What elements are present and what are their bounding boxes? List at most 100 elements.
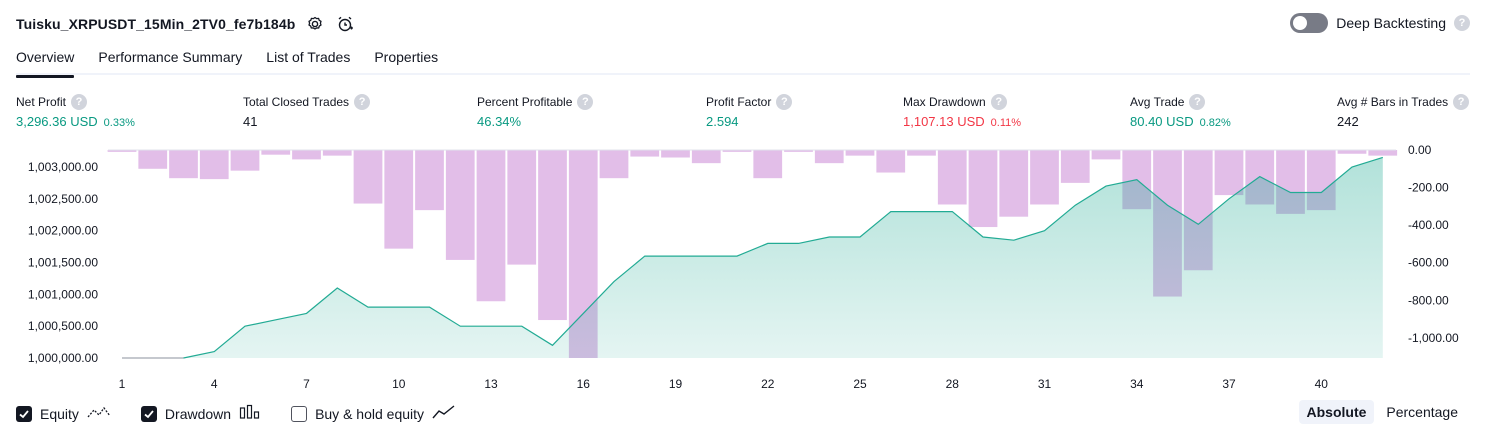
- metric-profit-factor: Profit Factor? 2.594: [706, 94, 793, 129]
- metric-value: 2.594: [706, 114, 739, 129]
- tab-performance-summary[interactable]: Performance Summary: [98, 49, 243, 65]
- legend-label: Drawdown: [164, 405, 232, 422]
- drawdown-bar: [784, 150, 813, 152]
- drawdown-bar: [907, 150, 936, 156]
- metric-value: 3,296.36 USD: [16, 114, 98, 129]
- metric-avg-bars-in-trades: Avg # Bars in Trades? 242: [1337, 94, 1470, 129]
- strategy-title: Tuisku_XRPUSDT_15Min_2TV0_fe7b184b: [16, 16, 296, 32]
- drawdown-bar: [1214, 150, 1244, 196]
- info-icon[interactable]: ?: [354, 94, 371, 110]
- tab-list-of-trades[interactable]: List of Trades: [266, 49, 351, 65]
- drawdown-bar: [814, 150, 844, 164]
- metric-label: Profit Factor: [706, 95, 772, 109]
- percentage-button[interactable]: Percentage: [1386, 404, 1458, 420]
- drawdown-bar: [384, 150, 414, 249]
- x-axis-tick: 1: [119, 377, 126, 390]
- axes: 1,000,000.00 1,000,500.00 1,001,000.00 1,00…: [28, 143, 1459, 390]
- drawdown-bar: [753, 150, 783, 179]
- drawdown-bar: [476, 150, 506, 302]
- info-icon[interactable]: ?: [1453, 94, 1470, 110]
- tab-divider: [16, 73, 1470, 75]
- drawdown-bar: [538, 150, 567, 321]
- legend-label: Equity: [40, 405, 79, 422]
- drawdown-bar: [415, 150, 444, 211]
- buy-hold-line-icon: [432, 404, 456, 423]
- x-axis-tick: 28: [946, 377, 960, 390]
- drawdown-bar: [1060, 150, 1090, 183]
- metric-percent: 0.11%: [990, 117, 1022, 129]
- metric-label: Max Drawdown: [903, 95, 986, 109]
- right-axis-tick: -200.00: [1408, 181, 1449, 195]
- absolute-button[interactable]: Absolute: [1298, 400, 1375, 424]
- right-axis-tick: -600.00: [1408, 256, 1449, 270]
- info-icon[interactable]: ?: [71, 94, 88, 110]
- x-axis-tick: 37: [1222, 377, 1236, 390]
- toggle-knob: [1293, 16, 1308, 30]
- x-axis-tick: 19: [669, 377, 683, 390]
- x-axis-tick: 25: [853, 377, 867, 390]
- help-icon[interactable]: ?: [1454, 15, 1470, 31]
- drawdown-bar: [999, 150, 1029, 217]
- right-axis-tick: -800.00: [1408, 293, 1449, 307]
- left-axis-tick: 1,002,500.00: [28, 192, 98, 206]
- info-icon[interactable]: ?: [1189, 94, 1206, 110]
- drawdown-bar: [722, 150, 752, 152]
- tab-bar: Overview Performance Summary List of Tra…: [16, 46, 439, 78]
- drawdown-bar: [261, 150, 291, 155]
- metric-label: Total Closed Trades: [243, 95, 350, 109]
- drawdown-bar: [876, 150, 906, 173]
- x-axis-tick: 31: [1038, 377, 1052, 390]
- metric-percent: 0.33%: [103, 117, 135, 129]
- x-axis-tick: 22: [761, 377, 775, 390]
- equity-line-icon: [87, 404, 111, 423]
- x-axis-tick: 4: [211, 377, 218, 390]
- metric-label: Avg Trade: [1130, 95, 1185, 109]
- x-axis-tick: 34: [1130, 377, 1144, 390]
- drawdown-bar: [107, 150, 137, 152]
- drawdown-bar: [169, 150, 198, 179]
- buy-hold-checkbox[interactable]: [291, 405, 308, 422]
- deep-backtesting-toggle[interactable]: [1290, 13, 1329, 33]
- add-alert-clock-icon[interactable]: [335, 14, 355, 34]
- right-axis-tick: 0.00: [1408, 143, 1432, 157]
- metric-value: 41: [243, 114, 258, 129]
- metric-net-profit: Net Profit? 3,296.36 USD 0.33%: [16, 94, 135, 129]
- tab-overview[interactable]: Overview: [16, 46, 75, 78]
- drawdown-bar: [1030, 150, 1059, 205]
- info-icon[interactable]: ?: [776, 94, 793, 110]
- deep-backtesting-label: Deep Backtesting: [1336, 15, 1446, 31]
- equity-line: [183, 156, 1383, 359]
- left-axis-tick: 1,001,500.00: [28, 256, 98, 270]
- drawdown-bar: [322, 150, 352, 156]
- equity-drawdown-chart[interactable]: 1,000,000.00 1,000,500.00 1,001,000.00 1,00…: [0, 140, 1486, 390]
- info-icon[interactable]: ?: [577, 94, 594, 110]
- legend-buy-hold-equity[interactable]: Buy & hold equity: [291, 404, 456, 423]
- left-axis-tick: 1,003,000.00: [28, 160, 98, 174]
- left-axis-tick: 1,002,000.00: [28, 224, 98, 238]
- legend-equity[interactable]: Equity: [16, 404, 111, 423]
- drawdown-checkbox[interactable]: [140, 405, 157, 422]
- chart-legend: Equity Drawdown Buy & hold equity: [16, 404, 456, 423]
- metric-total-closed-trades: Total Closed Trades? 41: [243, 94, 371, 129]
- metric-percent: 0.82%: [1199, 117, 1231, 129]
- drawdown-bars-icon: [239, 404, 261, 423]
- right-axis-tick: -400.00: [1408, 218, 1449, 232]
- metric-label: Percent Profitable: [477, 95, 573, 109]
- gear-icon[interactable]: [305, 14, 325, 34]
- drawdown-bar: [1368, 150, 1398, 156]
- legend-drawdown[interactable]: Drawdown: [140, 404, 261, 423]
- equity-checkbox[interactable]: [16, 405, 32, 422]
- tab-properties[interactable]: Properties: [374, 49, 439, 65]
- info-icon[interactable]: ?: [990, 94, 1007, 110]
- metric-value: 1,107.13 USD: [903, 114, 985, 129]
- right-axis-tick: -1,000.00: [1408, 331, 1459, 345]
- drawdown-bar: [292, 150, 321, 160]
- left-axis-tick: 1,000,500.00: [28, 319, 98, 333]
- metric-label: Avg # Bars in Trades: [1337, 95, 1449, 109]
- equity-series: [122, 156, 1383, 359]
- x-axis-tick: 40: [1315, 377, 1329, 390]
- value-mode-switch: Absolute Percentage: [1298, 400, 1467, 424]
- left-axis-tick: 1,000,000.00: [28, 351, 98, 365]
- drawdown-bar: [968, 150, 998, 228]
- metric-percent-profitable: Percent Profitable? 46.34%: [477, 94, 594, 129]
